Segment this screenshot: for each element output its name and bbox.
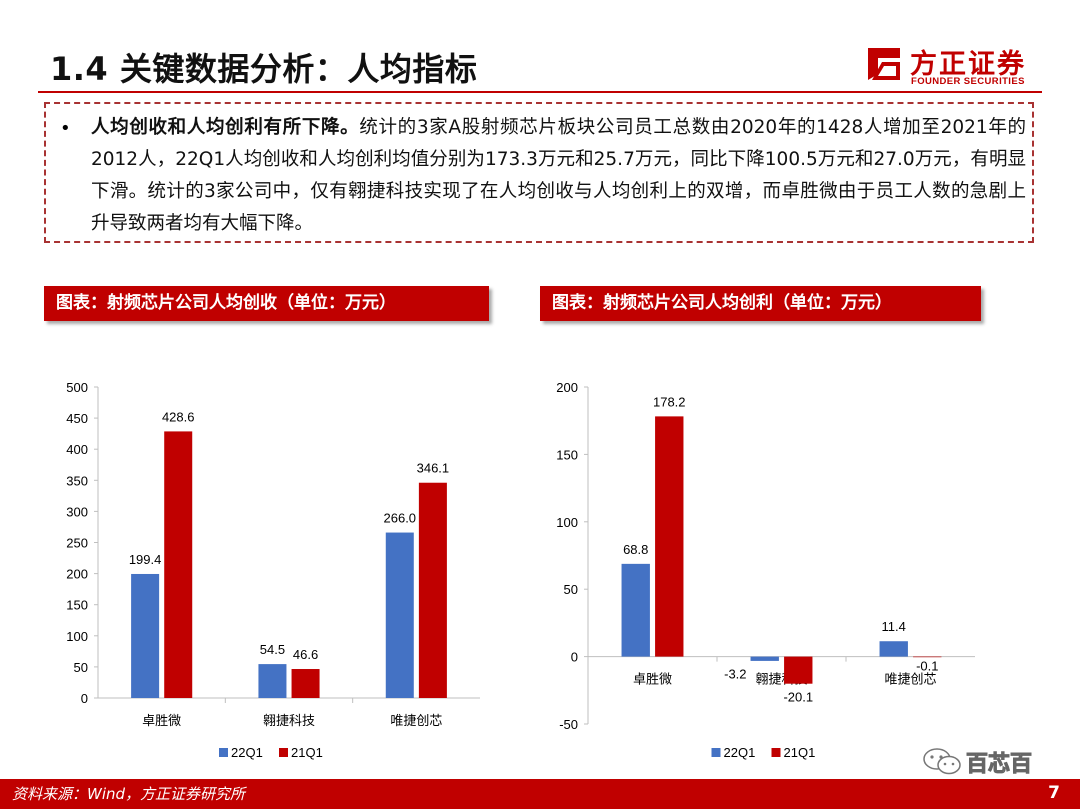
page-title: 1.4 关键数据分析：人均指标	[50, 50, 478, 88]
y-tick-label: 200	[66, 567, 88, 582]
y-tick-label: 50	[74, 660, 88, 675]
data-label: 68.8	[623, 542, 648, 557]
legend-swatch	[711, 748, 721, 757]
y-tick-label: 100	[556, 515, 578, 530]
legend-swatch	[279, 748, 288, 757]
data-label: -0.1	[916, 659, 938, 674]
profit-per-capita-chart: -50050100150200卓胜微68.8178.2翱捷科技-3.2-20.1…	[556, 380, 975, 760]
legend-swatch	[771, 748, 781, 757]
bar-22Q1	[621, 563, 650, 657]
data-label: 54.5	[260, 642, 285, 657]
bullet-icon: •	[60, 118, 71, 139]
footer-bar: 资料来源：Wind，方正证券研究所 7	[0, 779, 1080, 809]
data-label: 346.1	[417, 461, 450, 476]
data-label: 178.2	[653, 394, 686, 409]
data-label: 199.4	[129, 552, 162, 567]
founder-logo-icon	[868, 48, 900, 80]
y-tick-label: 150	[556, 447, 578, 462]
y-tick-label: 400	[66, 442, 88, 457]
bar-21Q1	[418, 482, 447, 698]
revenue-per-capita-chart: 0 50 100 150 200 250 300 350 400 450 500 卓胜微 199.4 42…	[66, 380, 480, 760]
logo-chinese-name: 方正证券	[910, 49, 1026, 80]
x-category-label: 卓胜微	[142, 713, 181, 728]
legend-label: 22Q1	[724, 745, 756, 760]
watermark-text: 百芯百	[965, 752, 1033, 778]
legend-label: 21Q1	[784, 745, 816, 760]
x-category-label: 唯捷创芯	[390, 713, 442, 728]
y-tick-label: 0	[571, 650, 578, 665]
company-logo: 方正证券 FOUNDER SECURITIES	[864, 42, 1044, 88]
bar-21Q1	[164, 431, 193, 698]
y-tick-label: 50	[564, 582, 578, 597]
y-tick-label: 450	[66, 411, 88, 426]
bar-21Q1	[655, 416, 684, 657]
data-label: -3.2	[724, 667, 746, 682]
y-tick-label: 350	[66, 473, 88, 488]
y-tick-label: -50	[559, 717, 578, 732]
summary-text: 人均创收和人均创利有所下降。统计的3家A股射频芯片板块公司员工总数由2020年的…	[91, 112, 1026, 240]
bar-22Q1	[750, 656, 779, 661]
y-tick-label: 150	[66, 598, 88, 613]
data-label: -20.1	[783, 690, 813, 705]
bar-22Q1	[131, 573, 160, 698]
profit-chart-title: 图表：射频芯片公司人均创利（单位：万元）	[540, 286, 981, 321]
data-label: 266.0	[384, 511, 417, 526]
revenue-chart-title: 图表：射频芯片公司人均创收（单位：万元）	[44, 286, 489, 321]
bar-22Q1	[385, 532, 414, 698]
page-number: 7	[1048, 783, 1060, 803]
y-tick-label: 100	[66, 629, 88, 644]
legend-swatch	[219, 748, 228, 757]
summary-body: 统计的3家A股射频芯片板块公司员工总数由2020年的1428人增加至2021年的…	[91, 117, 1026, 234]
data-source: 资料来源：Wind，方正证券研究所	[12, 785, 246, 803]
x-category-label: 翱捷科技	[263, 713, 315, 728]
bar-22Q1	[258, 664, 287, 698]
legend-label: 22Q1	[231, 745, 263, 760]
summary-lead: 人均创收和人均创利有所下降。	[91, 117, 360, 138]
y-tick-label: 200	[556, 380, 578, 395]
y-tick-label: 250	[66, 536, 88, 551]
x-category-label: 卓胜微	[633, 672, 672, 687]
data-label: 11.4	[882, 619, 906, 634]
y-tick-label: 0	[81, 691, 88, 706]
data-label: 428.6	[162, 409, 195, 424]
x-category-label: 唯捷创芯	[884, 672, 936, 687]
y-tick-label: 500	[66, 380, 88, 395]
summary-box: • 人均创收和人均创利有所下降。统计的3家A股射频芯片板块公司员工总数由2020…	[44, 102, 1034, 243]
bar-21Q1	[291, 669, 320, 698]
data-label: 46.6	[293, 647, 318, 662]
y-tick-label: 300	[66, 504, 88, 519]
legend-label: 21Q1	[291, 745, 323, 760]
logo-english-name: FOUNDER SECURITIES	[911, 76, 1025, 87]
bar-21Q1	[784, 656, 813, 684]
title-divider	[38, 91, 1042, 93]
bar-22Q1	[879, 641, 908, 657]
wechat-icon	[923, 748, 961, 775]
bar-21Q1	[913, 656, 942, 658]
